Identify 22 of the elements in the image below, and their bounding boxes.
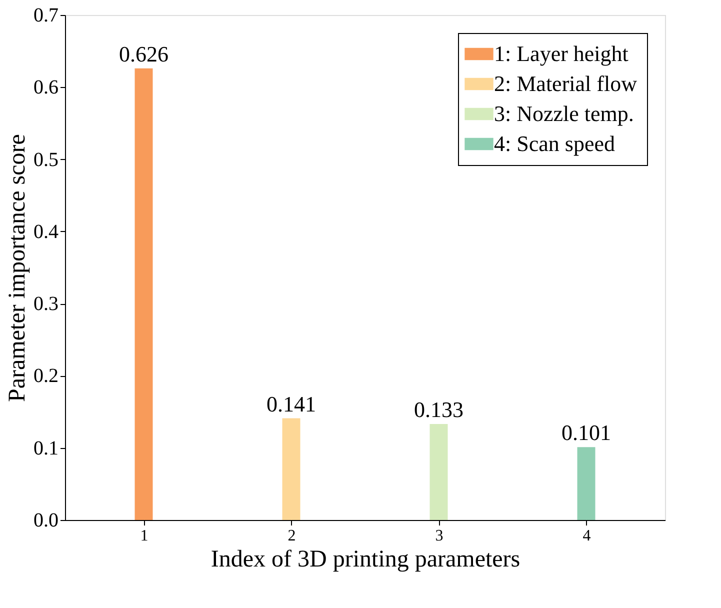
x-tick-label: 1 <box>140 528 148 544</box>
legend-label: 2: Material flow <box>494 71 638 96</box>
y-tick-label: 0.2 <box>34 365 58 388</box>
y-tick-label: 0.5 <box>34 148 58 171</box>
x-axis-title: Index of 3D printing parameters <box>210 546 520 572</box>
y-tick-label: 0.0 <box>34 510 58 532</box>
data-label: 0.133 <box>414 397 464 422</box>
legend-label: 3: Nozzle temp. <box>494 101 634 126</box>
x-tick-label: 4 <box>582 528 591 544</box>
data-label: 0.626 <box>119 41 168 66</box>
y-tick-label: 0.3 <box>34 293 58 316</box>
data-label: 0.141 <box>266 391 316 416</box>
y-tick-label: 0.7 <box>34 4 58 26</box>
x-tick-label: 3 <box>435 528 444 544</box>
legend-label: 4: Scan speed <box>494 131 615 156</box>
x-tick-label: 2 <box>288 528 296 544</box>
y-axis-title: Parameter importance score <box>4 134 30 402</box>
legend-label: 1: Layer height <box>494 41 628 66</box>
y-tick-label: 0.4 <box>34 220 58 243</box>
y-tick-label: 0.1 <box>34 437 58 460</box>
data-label: 0.101 <box>562 420 611 446</box>
y-tick-label: 0.6 <box>34 76 58 99</box>
